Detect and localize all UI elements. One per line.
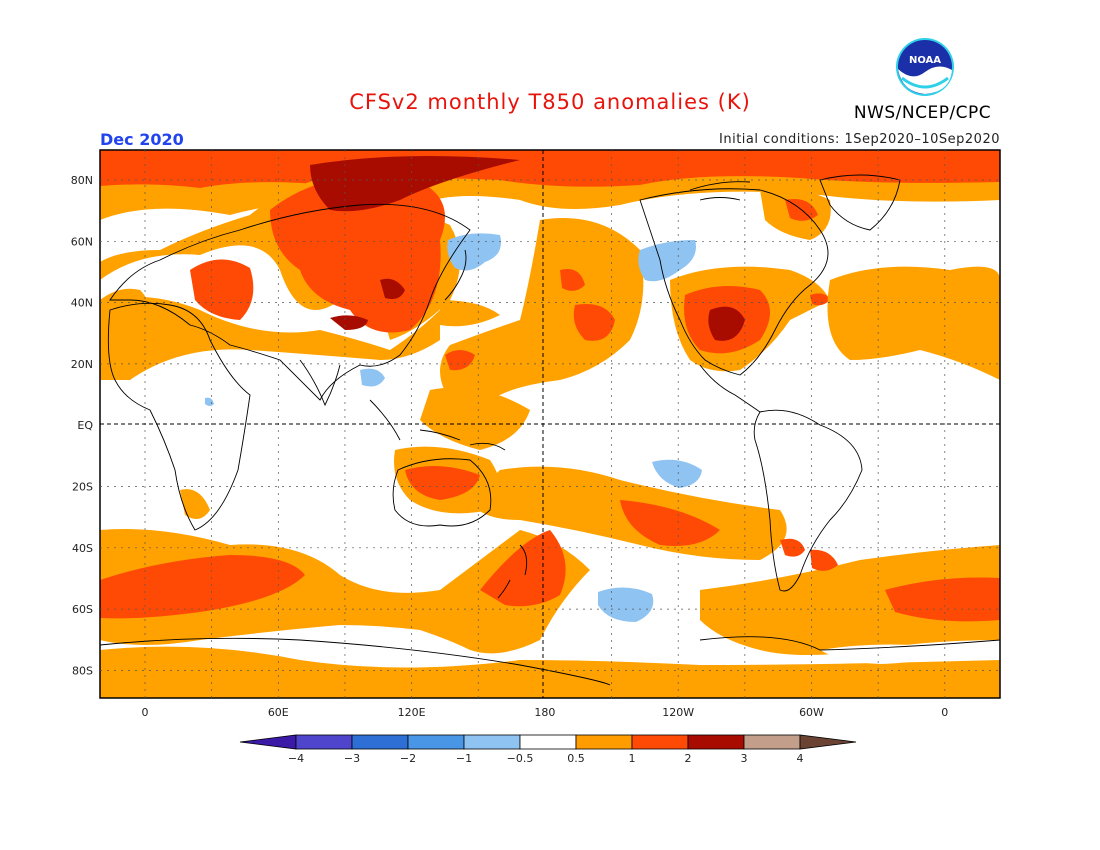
colorbar-swatch bbox=[519, 734, 577, 750]
colorbar-label: −1 bbox=[456, 752, 472, 765]
lon-tick-label: 180 bbox=[534, 706, 555, 719]
lat-tick-label: 80N bbox=[71, 174, 93, 187]
colorbar-label: 1 bbox=[629, 752, 636, 765]
lon-tick-label: 60W bbox=[799, 706, 824, 719]
agency-label: NWS/NCEP/CPC bbox=[853, 103, 992, 123]
lat-tick-label: 20N bbox=[71, 358, 93, 371]
coastlines bbox=[100, 174, 1000, 686]
colorbar-swatch bbox=[631, 734, 689, 750]
graticule bbox=[100, 150, 1000, 698]
colorbar-label: 2 bbox=[685, 752, 692, 765]
lat-tick-label: 40N bbox=[71, 297, 93, 310]
noaa-logo: NOAA bbox=[896, 38, 954, 96]
lon-tick-label: 0 bbox=[142, 706, 149, 719]
longitude-labels: 0 60E 120E 180 120W 60W 0 bbox=[142, 706, 949, 719]
lat-tick-label: 60S bbox=[72, 603, 93, 616]
colorbar-label: −2 bbox=[400, 752, 416, 765]
colorbar-swatch bbox=[575, 734, 633, 750]
colorbar-swatch bbox=[295, 734, 353, 750]
lon-tick-label: 0 bbox=[941, 706, 948, 719]
colorbar-arrow-left bbox=[239, 734, 297, 750]
lat-tick-label: 20S bbox=[72, 481, 93, 494]
lon-tick-label: 120E bbox=[398, 706, 426, 719]
colorbar-label: 3 bbox=[741, 752, 748, 765]
lat-tick-label: 80S bbox=[72, 664, 93, 677]
colorbar-swatch bbox=[407, 734, 465, 750]
colorbar-swatch bbox=[687, 734, 745, 750]
chart-title: CFSv2 monthly T850 anomalies (K) bbox=[349, 90, 751, 114]
colorbar-swatch bbox=[463, 734, 521, 750]
colorbar-swatch bbox=[351, 734, 409, 750]
logo-text: NOAA bbox=[909, 55, 941, 66]
colorbar-label: −0.5 bbox=[507, 752, 534, 765]
colorbar-label: 4 bbox=[797, 752, 804, 765]
forecast-month: Dec 2020 bbox=[100, 130, 184, 149]
colorbar-label: −4 bbox=[288, 752, 304, 765]
colorbar: −4 −3 −2 −1 −0.5 0.5 1 2 3 4 bbox=[239, 734, 857, 765]
colorbar-label: 0.5 bbox=[567, 752, 585, 765]
initial-conditions: Initial conditions: 1Sep2020–10Sep2020 bbox=[719, 132, 1000, 147]
lon-tick-label: 120W bbox=[662, 706, 694, 719]
colorbar-swatch bbox=[743, 734, 801, 750]
lat-tick-label: 60N bbox=[71, 235, 93, 248]
latitude-labels: 80N 60N 40N 20N EQ 20S 40S 60S 80S bbox=[71, 174, 94, 677]
colorbar-label: −3 bbox=[344, 752, 360, 765]
lat-tick-label: 40S bbox=[72, 542, 93, 555]
lon-tick-label: 60E bbox=[268, 706, 289, 719]
lat-tick-label: EQ bbox=[77, 419, 93, 432]
colorbar-arrow-right bbox=[799, 734, 857, 750]
